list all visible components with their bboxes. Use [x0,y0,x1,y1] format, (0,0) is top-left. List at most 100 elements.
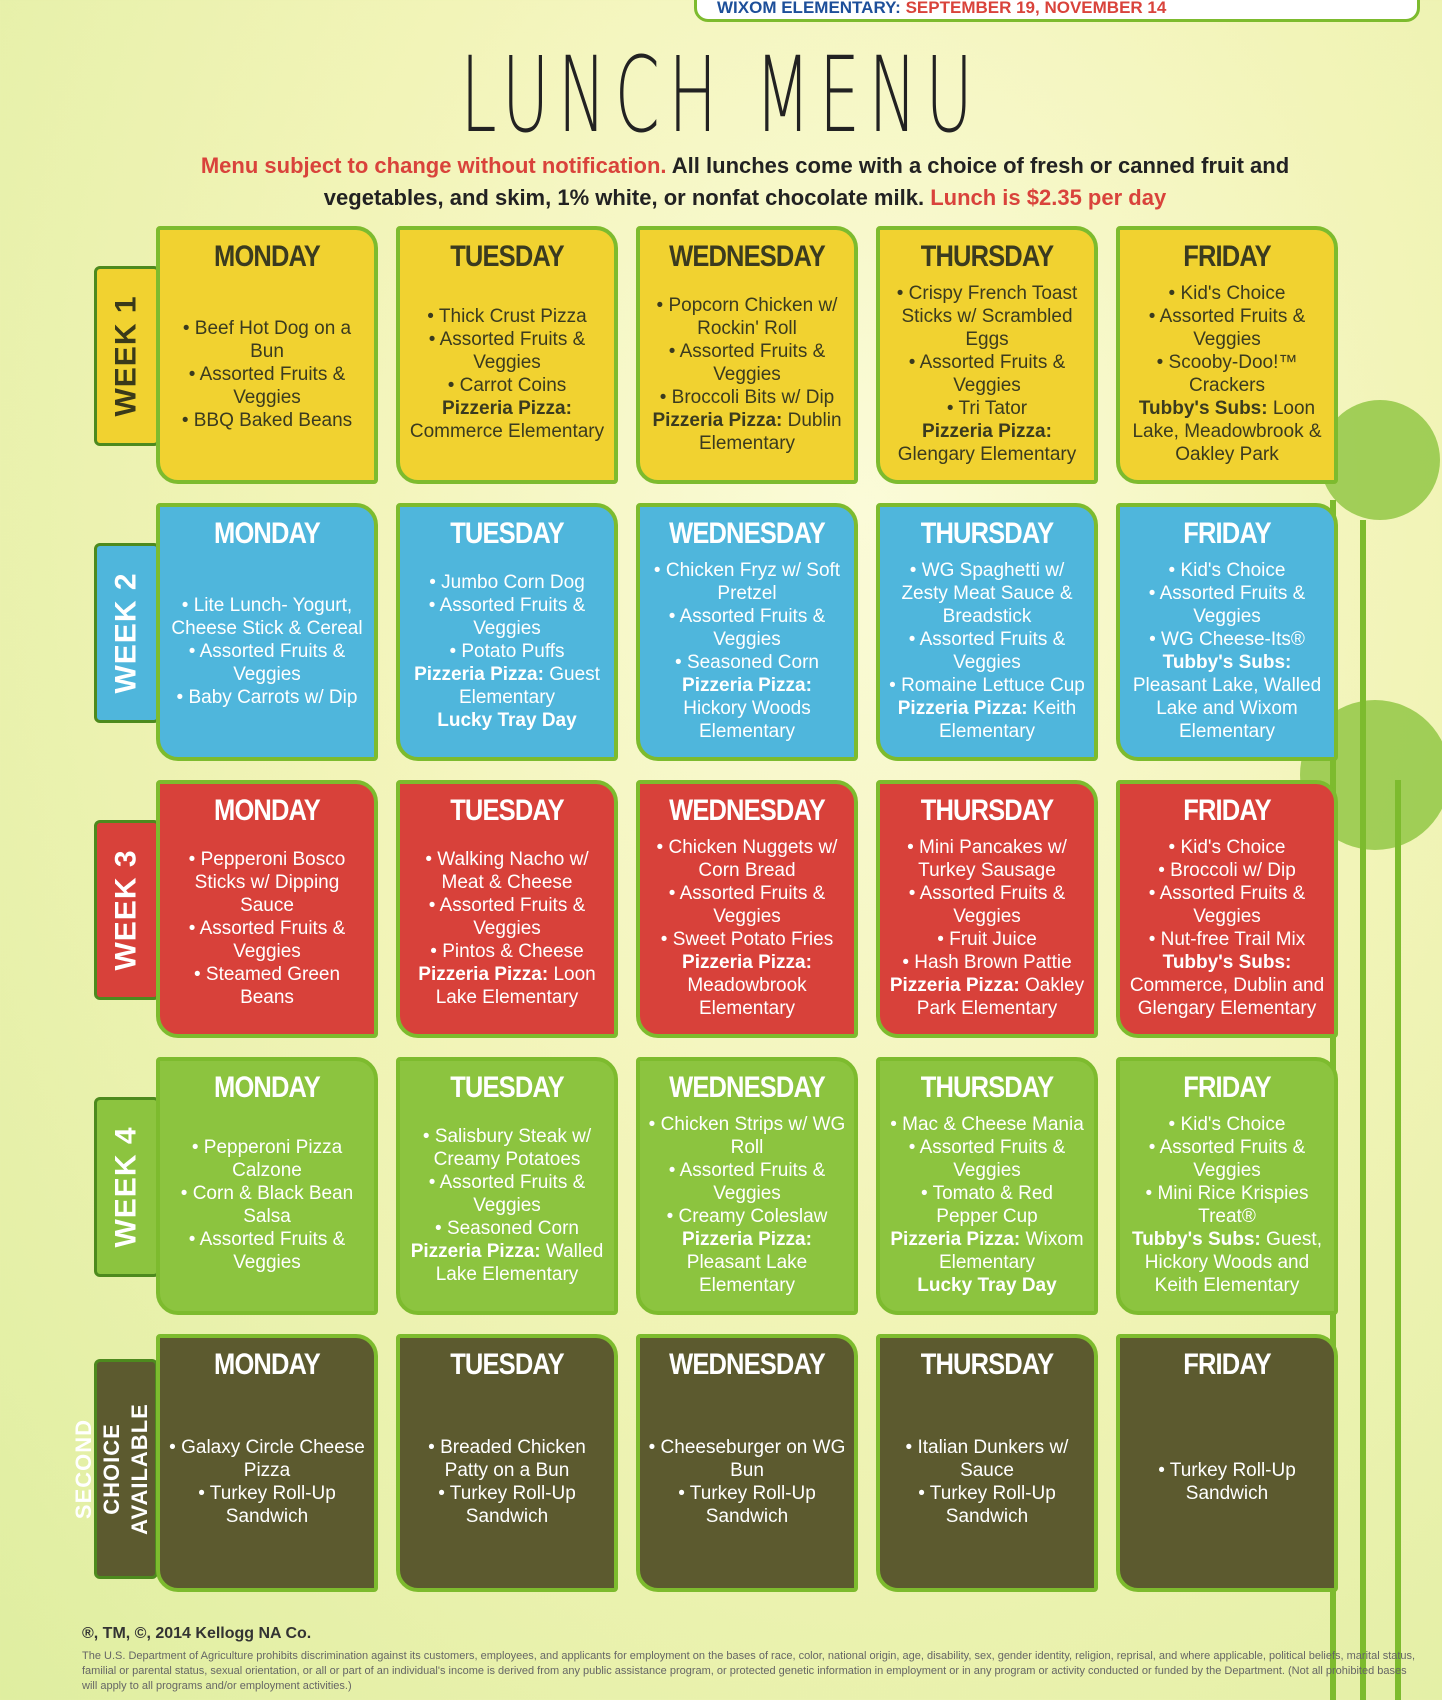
day-name: FRIDAY [1183,517,1271,550]
week-tab: WEEK 2 [94,543,160,723]
extra-label: Pizzeria Pizza: [890,1229,1021,1250]
menu-lines: Kid's ChoiceAssorted Fruits & VeggiesMin… [1128,1109,1326,1301]
week-tab: WEEK 4 [94,1097,160,1277]
pizza-line: Pizzeria Pizza: Hickory Woods Elementary [648,674,846,743]
week-row: WEEK 3 MONDAY Pepperoni Bosco Sticks w/ Di… [86,780,1376,1040]
pizza-line: Pizzeria Pizza: Meadowbrook Elementary [648,951,846,1020]
day-name: THURSDAY [920,1071,1054,1104]
day-card: FRIDAY Kid's ChoiceBroccoli w/ DipAssorte… [1116,780,1338,1038]
day-name: WEDNESDAY [669,240,826,273]
menu-item: Cheeseburger on WG Bun [648,1436,846,1482]
menu-lines: Thick Crust PizzaAssorted Fruits & Veggi… [408,278,606,470]
menu-item: Walking Nacho w/ Meat & Cheese [408,848,606,894]
menu-item: Turkey Roll-Up Sandwich [648,1482,846,1528]
menu-item: Assorted Fruits & Veggies [1128,1136,1326,1182]
menu-item: Chicken Fryz w/ Soft Pretzel [648,559,846,605]
menu-item: Corn & Black Bean Salsa [168,1182,366,1228]
menu-item: Salisbury Steak w/ Creamy Potatoes [408,1125,606,1171]
menu-item: Assorted Fruits & Veggies [1128,882,1326,928]
menu-lines: WG Spaghetti w/ Zesty Meat Sauce & Bread… [888,555,1086,747]
menu-item: Galaxy Circle Cheese Pizza [168,1436,366,1482]
menu-item: WG Spaghetti w/ Zesty Meat Sauce & Bread… [888,559,1086,628]
day-name: MONDAY [214,1071,321,1104]
day-name: THURSDAY [920,517,1054,550]
menu-item: Tomato & Red Pepper Cup [888,1182,1086,1228]
menu-item: Assorted Fruits & Veggies [408,594,606,640]
pizza-line: Tubby's Subs: Loon Lake, Meadowbrook & O… [1128,397,1326,466]
disclaimer: The U.S. Department of Agriculture prohi… [82,1650,1416,1692]
menu-item: Potato Puffs [408,640,606,663]
menu-item: Hash Brown Pattie [888,951,1086,974]
notice: Menu subject to change without notificat… [160,150,1330,214]
menu-item: Assorted Fruits & Veggies [1128,582,1326,628]
pizza-line: Tubby's Subs: Commerce, Dublin and Gleng… [1128,951,1326,1020]
extra-label: Pizzeria Pizza: [889,975,1020,996]
menu-item: WG Cheese-Its® [1128,628,1326,651]
menu-item: BBQ Baked Beans [168,409,366,432]
day-card: FRIDAY Kid's ChoiceAssorted Fruits & Vegg… [1116,503,1338,761]
menu-item: Turkey Roll-Up Sandwich [1128,1459,1326,1505]
day-name: WEDNESDAY [669,1071,826,1104]
week-row: WEEK 2 MONDAY Lite Lunch- Yogurt, Cheese S… [86,503,1376,763]
day-name: WEDNESDAY [669,1348,826,1381]
note: Lucky Tray Day [917,1275,1057,1296]
decor-stem [1395,780,1401,1700]
extra-text: Dublin Elementary [698,409,842,454]
day-card: THURSDAY Italian Dunkers w/ SauceTurkey R… [876,1334,1098,1592]
menu-item: Assorted Fruits & Veggies [648,605,846,651]
pizza-line: Pizzeria Pizza: Oakley Park Elementary [888,974,1086,1020]
menu-item: Scooby-Doo!™ Crackers [1128,351,1326,397]
menu-item: Assorted Fruits & Veggies [168,363,366,409]
decor-circle [1320,400,1440,520]
notice-warning: Menu subject to change without notificat… [200,153,667,178]
menu-item: Kid's Choice [1128,282,1326,305]
menu-lines: Pepperoni Bosco Sticks w/ Dipping SauceA… [168,832,366,1024]
day-card: TUESDAY Thick Crust PizzaAssorted Fruits … [396,226,618,484]
menu-lines: Mac & Cheese ManiaAssorted Fruits & Vegg… [888,1109,1086,1301]
day-name: FRIDAY [1183,794,1271,827]
trademark: ®, TM, ©, 2014 Kellogg NA Co. [82,1625,312,1642]
footer: ®, TM, ©, 2014 Kellogg NA Co. The U.S. D… [82,1625,1422,1694]
extra-text: Walled Lake Elementary [435,1240,604,1285]
menu-lines: Popcorn Chicken w/ Rockin' RollAssorted … [648,278,846,470]
day-name: THURSDAY [920,1348,1054,1381]
menu-item: Steamed Green Beans [168,963,366,1009]
day-card: FRIDAY Turkey Roll-Up Sandwich [1116,1334,1338,1592]
extra-text: Pleasant Lake Elementary [686,1252,808,1296]
menu-lines: Salisbury Steak w/ Creamy PotatoesAssort… [408,1109,606,1301]
notice-price: Lunch is $2.35 per day [930,185,1167,210]
menu-lines: Lite Lunch- Yogurt, Cheese Stick & Cerea… [168,555,366,747]
week-label: WEEK 3 [110,849,143,971]
menu-item: Sweet Potato Fries [648,928,846,951]
menu-item: Assorted Fruits & Veggies [888,882,1086,928]
menu-lines: Turkey Roll-Up Sandwich [1128,1386,1326,1578]
day-card: TUESDAY Jumbo Corn DogAssorted Fruits & V… [396,503,618,761]
menu-item: Assorted Fruits & Veggies [408,894,606,940]
menu-item: Assorted Fruits & Veggies [168,1228,366,1274]
menu-item: Assorted Fruits & Veggies [1128,305,1326,351]
extra-text: Commerce Elementary [409,421,605,442]
day-card: MONDAY Pepperoni Pizza CalzoneCorn & Blac… [156,1057,378,1315]
day-card: THURSDAY Mini Pancakes w/ Turkey SausageA… [876,780,1098,1038]
banner-school: WIXOM ELEMENTARY: [717,0,901,17]
banner-dates: SEPTEMBER 19, NOVEMBER 14 [905,0,1167,17]
menu-item: Assorted Fruits & Veggies [408,328,606,374]
menu-item: Breaded Chicken Patty on a Bun [408,1436,606,1482]
menu-lines: Cheeseburger on WG BunTurkey Roll-Up San… [648,1386,846,1578]
day-name: TUESDAY [450,1348,564,1381]
menu-item: Assorted Fruits & Veggies [648,340,846,386]
week-label: WEEK 2 [110,572,143,694]
menu-lines: Chicken Strips w/ WG RollAssorted Fruits… [648,1109,846,1301]
day-name: MONDAY [214,517,321,550]
menu-item: Kid's Choice [1128,559,1326,582]
menu-item: Mini Rice Krispies Treat® [1128,1182,1326,1228]
menu-lines: Beef Hot Dog on a BunAssorted Fruits & V… [168,278,366,470]
week-label: WEEK 4 [110,1126,143,1248]
menu-item: Fruit Juice [888,928,1086,951]
menu-item: Jumbo Corn Dog [408,571,606,594]
day-card: MONDAY Lite Lunch- Yogurt, Cheese Stick &… [156,503,378,761]
extra-text: Oakley Park Elementary [916,975,1085,1019]
pizza-line: Tubby's Subs: Guest, Hickory Woods and K… [1128,1228,1326,1297]
extra-label: Pizzeria Pizza: [652,409,783,431]
